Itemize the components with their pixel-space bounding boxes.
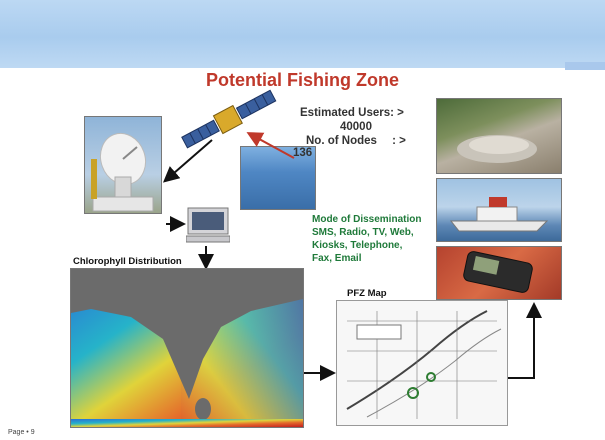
fish-pile-shape: [457, 135, 537, 163]
ocean-photo: [240, 146, 316, 210]
fishing-boat-icon: [449, 197, 549, 232]
dissemination-line-2: Kiosks, Telephone,: [312, 240, 403, 251]
ocean-to-satellite-arrow: [246, 132, 295, 159]
chlorophyll-map-image: [71, 269, 303, 427]
satellite-to-dish-arrow: [162, 139, 213, 183]
pfz-map-label: PFZ Map: [347, 288, 387, 299]
chlorophyll-label: Chlorophyll Distribution: [73, 256, 182, 267]
dissemination-line-1: SMS, Radio, TV, Web,: [312, 227, 414, 238]
estimated-users-block: Estimated Users: > 40000 No. of Nodes : …: [300, 106, 406, 148]
satellite-icon: [181, 89, 277, 149]
pfz-to-users-arrow: [506, 302, 542, 379]
page-number: Page • 9: [8, 429, 35, 436]
mobile-phone-photo: [436, 246, 562, 300]
dissemination-block: Mode of Dissemination SMS, Radio, TV, We…: [312, 213, 421, 265]
nodes-label: No. of Nodes: [306, 135, 377, 147]
header-band: [0, 0, 605, 68]
nodes-value: 136: [293, 147, 313, 159]
dissemination-line-3: Fax, Email: [312, 253, 362, 264]
estimated-users-value: 40000: [340, 121, 372, 133]
satellite-dish-icon: [91, 132, 154, 212]
mobile-phone-icon: [463, 251, 533, 293]
fish-catch-photo: [436, 98, 562, 174]
satellite-dish-photo: [84, 116, 162, 214]
computer-icon: [186, 207, 230, 243]
header-accent: [565, 62, 605, 70]
dissemination-title: Mode of Dissemination: [312, 214, 422, 225]
estimated-users-label: Estimated Users: >: [300, 107, 404, 119]
nodes-arrow: : >: [392, 135, 406, 147]
chlorophyll-map: [70, 268, 304, 428]
slide-title: Potential Fishing Zone: [206, 70, 399, 90]
pfz-map: [336, 300, 508, 426]
fishing-boat-photo: [436, 178, 562, 242]
pfz-map-image: [346, 310, 502, 419]
